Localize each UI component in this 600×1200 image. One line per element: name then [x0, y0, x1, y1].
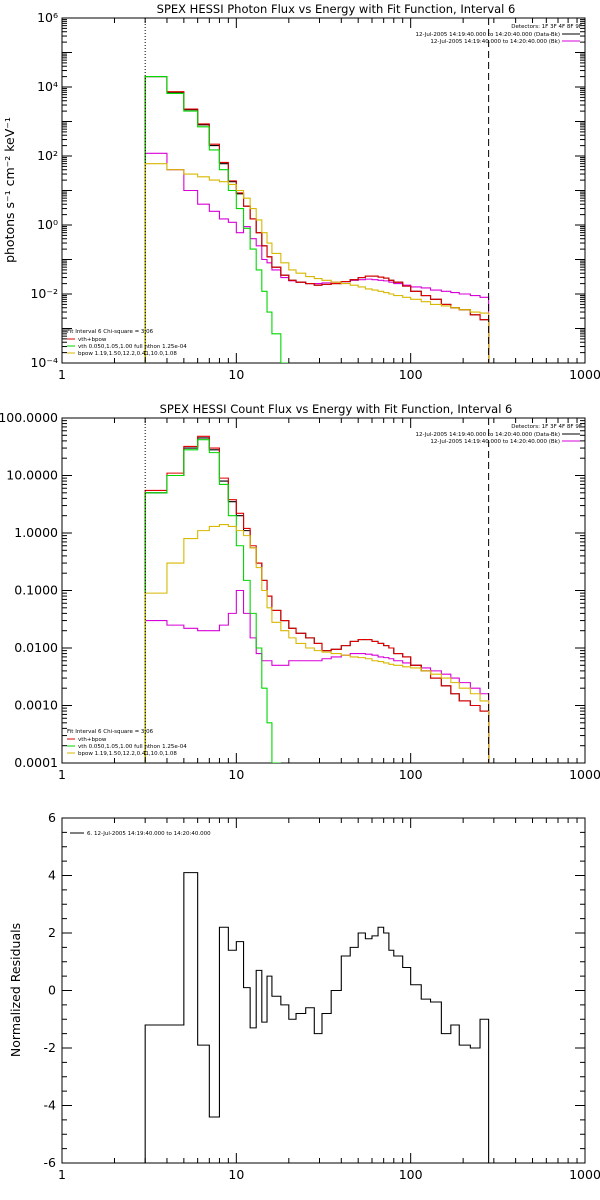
count-legend-detectors: Detectors: 1F 3F 4F 8F 9F [511, 424, 582, 430]
y-tick-label: 6 [48, 810, 56, 825]
x-tick-label: 1000 [569, 367, 600, 382]
photon-legend-data: 12-Jul-2005 14:19:40.000 to 14:20:40.000… [416, 32, 561, 38]
x-tick-label: 1 [58, 767, 66, 782]
x-tick-label: 10 [228, 367, 244, 382]
plot-data-area [144, 76, 490, 363]
bpow-series [144, 524, 490, 763]
count-legend-bk: 12-Jul-2005 14:19:40.000 to 14:20:40.000… [430, 439, 560, 445]
photon-flux-panel: SPEX HESSI Photon Flux vs Energy with Fi… [2, 2, 600, 382]
x-tick-label: 10 [228, 767, 244, 782]
photon-plot-frame [61, 17, 586, 364]
plot-data-area [144, 872, 490, 1163]
plot-data-area [144, 435, 490, 763]
count-flux-panel: SPEX HESSI Count Flux vs Energy with Fit… [0, 402, 600, 782]
count-plot-content: 1 10 100 1000 0.0001 0.0010 0.0100 0.1000 1.0000… [0, 410, 600, 782]
count-fit-item-total: vth+bpow [78, 737, 107, 743]
photon-fit-item-bpow: bpow 1.19,1.50,12.2,0.41,10.0,1.08 [78, 351, 177, 357]
y-tick-label: 100.0000 [0, 410, 58, 425]
y-tick-label: 10⁴ [37, 79, 58, 94]
x-tick-label: 1000 [569, 1167, 600, 1182]
y-tick-label: 2 [48, 925, 56, 940]
y-tick-label: 0.1000 [14, 583, 58, 598]
residual-plot-content: 1 10 100 1000 -6 -4 -2 0 2 4 6 [44, 810, 600, 1182]
photon-legend-bk: 12-Jul-2005 14:19:40.000 to 14:20:40.000… [430, 39, 560, 45]
bpow-series [144, 163, 490, 363]
total-fit-series [144, 435, 490, 763]
y-tick-label: 10⁻⁴ [30, 355, 58, 370]
x-tick-label: 10 [228, 1167, 244, 1182]
count-legend-data: 12-Jul-2005 14:19:40.000 to 14:20:40.000… [416, 432, 561, 438]
data-bk-series [144, 76, 490, 363]
y-tick-label: 1.0000 [14, 525, 58, 540]
y-tick-label: 0.0100 [14, 640, 58, 655]
vth-series [144, 76, 289, 363]
residual-legend-text: 6. 12-Jul-2005 14:19:40.000 to 14:20:40.… [87, 831, 211, 837]
photon-fit-item-total: vth+bpow [78, 337, 107, 343]
y-tick-label: -6 [44, 1155, 57, 1170]
count-fit-header: Fit Interval 6 Chi-square = 3.06 [67, 729, 154, 735]
x-tick-label: 1 [58, 1167, 66, 1182]
residual-series [144, 872, 490, 1163]
count-plot-frame [61, 417, 586, 764]
count-fit-item-bpow: bpow 1.19,1.50,12.2,0.41,10.0,1.08 [78, 751, 177, 757]
y-tick-label: -4 [44, 1098, 57, 1113]
y-tick-label: 10² [37, 148, 58, 163]
photon-fit-item-vth: vth 0.050,1.05,1.00 full nthon 1.25e-04 [78, 344, 187, 350]
x-tick-label: 1000 [569, 767, 600, 782]
count-panel-title: SPEX HESSI Count Flux vs Energy with Fit… [160, 402, 513, 416]
y-tick-label: 0.0010 [14, 698, 58, 713]
y-tick-label: 0 [48, 983, 56, 998]
background-series [144, 589, 490, 763]
x-tick-label: 100 [399, 767, 423, 782]
vth-series [144, 439, 281, 763]
y-tick-label: 0.0001 [14, 755, 58, 770]
x-tick-label: 1 [58, 367, 66, 382]
photon-fit-header: Fit Interval 6 Chi-square = 3.06 [67, 329, 154, 335]
y-tick-label: 10.0000 [6, 468, 58, 483]
y-tick-label: 10⁶ [37, 10, 58, 25]
y-tick-label: -2 [44, 1040, 56, 1055]
residual-panel: 1 10 100 1000 -6 -4 -2 0 2 4 6 Normalized Residual… [8, 810, 600, 1182]
photon-y-axis-label: photons s⁻¹ cm⁻² keV⁻¹ [2, 117, 17, 263]
photon-plot-content: 1 10 100 1000 10⁻⁴ 10⁻² 10⁰ 10² 10⁴ 10⁶ [30, 10, 600, 382]
residual-y-axis-label: Normalized Residuals [8, 923, 23, 1057]
x-tick-label: 100 [399, 367, 423, 382]
y-tick-label: 4 [48, 868, 56, 883]
residual-plot-frame [61, 817, 586, 1164]
y-tick-label: 10⁻² [30, 286, 58, 301]
data-bk-series [144, 437, 490, 763]
photon-legend-detectors: Detectors: 1F 3F 4F 8F 9F [511, 24, 582, 30]
total-fit-series [144, 76, 490, 363]
x-tick-label: 100 [399, 1167, 423, 1182]
y-tick-label: 10⁰ [37, 217, 58, 232]
photon-panel-title: SPEX HESSI Photon Flux vs Energy with Fi… [157, 2, 516, 16]
background-series [144, 152, 490, 363]
count-fit-item-vth: vth 0.050,1.05,1.00 full nthon 1.25e-04 [78, 744, 187, 750]
